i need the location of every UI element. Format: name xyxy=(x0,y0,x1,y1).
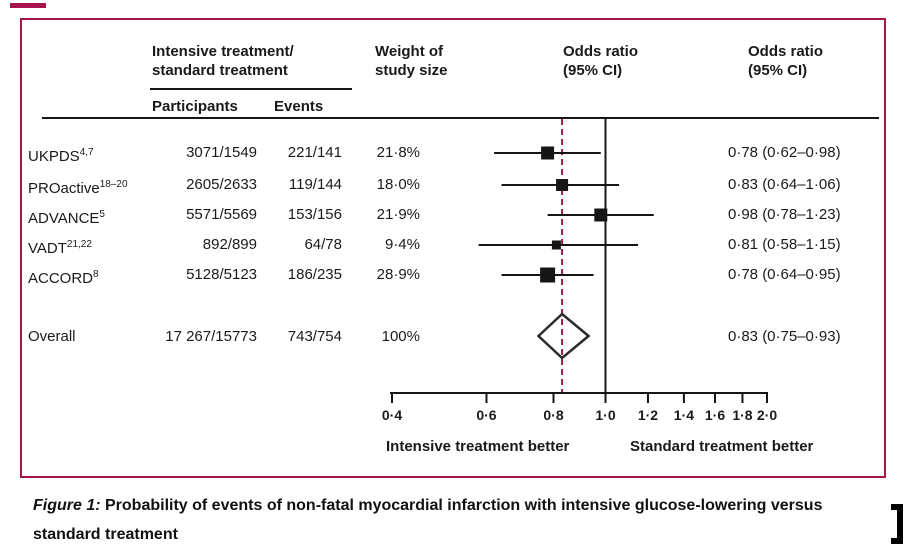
odds-ratio-column-header-line1: Odds ratio xyxy=(748,43,824,60)
odds-ratio-plot-header-line2: (95% CI) xyxy=(563,62,623,79)
events-value: 119/144 xyxy=(288,176,342,193)
weight-header-line1: Weight of xyxy=(375,43,444,60)
events-column-header: Events xyxy=(274,98,324,115)
study-name: VADT21,22 xyxy=(28,239,92,257)
or-ci-value: 0·78 (0·64–0·95) xyxy=(728,266,841,283)
events-value: 743/754 xyxy=(287,328,342,345)
weight-value: 18·0% xyxy=(376,176,420,193)
study-reference-superscript: 8 xyxy=(93,269,99,280)
events-value: 64/78 xyxy=(304,236,342,253)
participants-value: 17 267/15773 xyxy=(165,328,257,345)
weight-value: 100% xyxy=(381,328,420,345)
or-ci-value: 0·83 (0·75–0·93) xyxy=(728,328,841,345)
participants-value: 892/899 xyxy=(202,236,257,253)
odds-ratio-plot-header: Odds ratio (95% CI) xyxy=(563,42,638,80)
study-name: UKPDS4,7 xyxy=(28,147,94,165)
treatment-group-header-line2: standard treatment xyxy=(152,62,288,79)
study-name: Overall xyxy=(28,328,76,345)
study-name: ACCORD8 xyxy=(28,269,99,287)
or-ci-value: 0·83 (0·64–1·06) xyxy=(728,176,841,193)
figure-caption-text: Probability of events of non-fatal myoca… xyxy=(33,497,823,543)
weight-header-line2: study size xyxy=(375,62,448,79)
treatment-group-header: Intensive treatment/ standard treatment xyxy=(152,42,294,80)
weight-column-header: Weight of study size xyxy=(375,42,448,80)
study-reference-superscript: 18–20 xyxy=(99,179,128,190)
weight-value: 28·9% xyxy=(376,266,420,283)
events-value: 186/235 xyxy=(287,266,342,283)
odds-ratio-column-header: Odds ratio (95% CI) xyxy=(748,42,823,80)
treatment-group-header-line1: Intensive treatment/ xyxy=(152,43,294,60)
weight-value: 9·4% xyxy=(384,236,420,253)
study-name: ADVANCE5 xyxy=(28,209,105,227)
odds-ratio-column-header-line2: (95% CI) xyxy=(748,62,808,79)
events-value: 153/156 xyxy=(287,206,342,223)
figure-frame xyxy=(20,18,886,478)
participants-value: 5571/5569 xyxy=(186,206,257,223)
study-reference-superscript: 21,22 xyxy=(66,239,92,250)
subheader-rule xyxy=(150,88,352,90)
or-ci-value: 0·78 (0·62–0·98) xyxy=(728,144,841,161)
study-name: PROactive18–20 xyxy=(28,179,128,197)
figure-caption: Figure 1: Probability of events of non-f… xyxy=(33,491,863,548)
bracket-artifact xyxy=(891,504,903,544)
or-ci-value: 0·98 (0·78–1·23) xyxy=(728,206,841,223)
participants-value: 5128/5123 xyxy=(186,266,257,283)
table-header-rule xyxy=(42,117,879,119)
right-better-label: Standard treatment better xyxy=(630,438,814,455)
participants-column-header: Participants xyxy=(152,98,238,115)
study-reference-superscript: 4,7 xyxy=(79,147,94,158)
page-rule-fragment xyxy=(10,3,46,8)
events-value: 221/141 xyxy=(287,144,342,161)
weight-value: 21·9% xyxy=(376,206,420,223)
odds-ratio-plot-header-line1: Odds ratio xyxy=(563,43,639,60)
weight-value: 21·8% xyxy=(376,144,420,161)
participants-value: 2605/2633 xyxy=(186,176,257,193)
or-ci-value: 0·81 (0·58–1·15) xyxy=(728,236,841,253)
study-reference-superscript: 5 xyxy=(99,209,105,220)
figure-caption-prefix: Figure 1: xyxy=(33,497,101,514)
left-better-label: Intensive treatment better xyxy=(386,438,570,455)
participants-value: 3071/1549 xyxy=(186,144,257,161)
